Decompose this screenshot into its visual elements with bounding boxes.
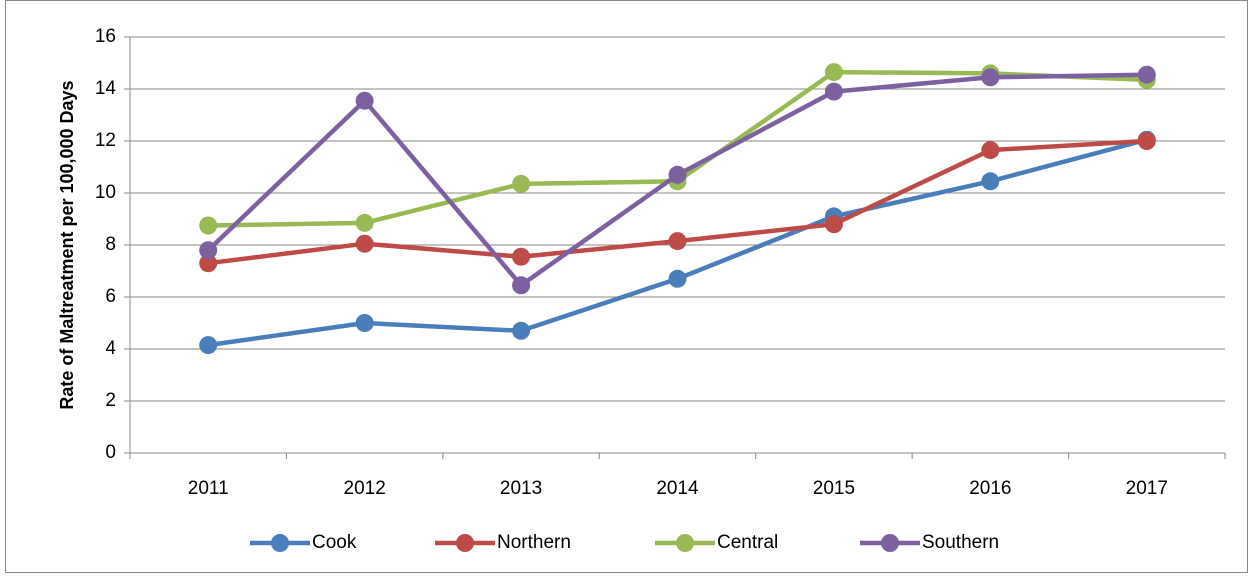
x-tick-label: 2015	[813, 478, 855, 499]
legend-marker	[881, 534, 899, 552]
y-tick-label: 16	[95, 26, 116, 47]
legend-label: Southern	[922, 532, 999, 553]
legend-marker	[676, 534, 694, 552]
data-point	[668, 269, 687, 288]
data-point	[355, 213, 374, 232]
x-tick-label: 2012	[344, 478, 386, 499]
data-point	[512, 321, 531, 340]
y-tick-label: 2	[105, 390, 116, 411]
x-tick-label: 2017	[1126, 478, 1168, 499]
legend-marker	[456, 534, 474, 552]
legend-marker	[271, 534, 289, 552]
data-point	[824, 82, 843, 101]
data-point	[199, 241, 218, 260]
data-point	[199, 336, 218, 355]
y-tick-label: 4	[105, 338, 116, 359]
y-tick-label: 8	[105, 234, 116, 255]
data-point	[981, 141, 1000, 160]
data-point	[668, 165, 687, 184]
legend-label: Cook	[312, 532, 357, 553]
data-point	[1137, 132, 1156, 150]
data-point	[199, 216, 218, 235]
data-point	[512, 276, 531, 295]
y-axis-title: Rate of Maltreatment per 100,000 Days	[57, 80, 77, 409]
data-point	[1137, 65, 1156, 84]
data-point	[355, 91, 374, 110]
legend-label: Central	[717, 532, 778, 553]
data-point	[512, 174, 531, 193]
x-tick-label: 2016	[969, 478, 1011, 499]
data-point	[199, 254, 218, 273]
y-tick-label: 6	[105, 286, 116, 307]
data-point	[355, 314, 374, 332]
chart-border	[5, 0, 1248, 573]
y-tick-label: 10	[95, 182, 116, 203]
data-point	[824, 215, 843, 234]
data-point	[512, 247, 531, 266]
data-point	[981, 68, 1000, 87]
data-point	[981, 172, 1000, 191]
data-point	[824, 63, 843, 82]
y-tick-label: 12	[95, 130, 116, 151]
y-tick-label: 0	[105, 442, 116, 463]
x-tick-label: 2014	[656, 478, 699, 499]
y-tick-label: 14	[95, 78, 117, 99]
data-point	[668, 232, 687, 251]
x-tick-label: 2011	[188, 478, 229, 499]
x-tick-label: 2013	[500, 478, 542, 499]
legend-label: Northern	[497, 532, 571, 553]
data-point	[355, 234, 374, 253]
